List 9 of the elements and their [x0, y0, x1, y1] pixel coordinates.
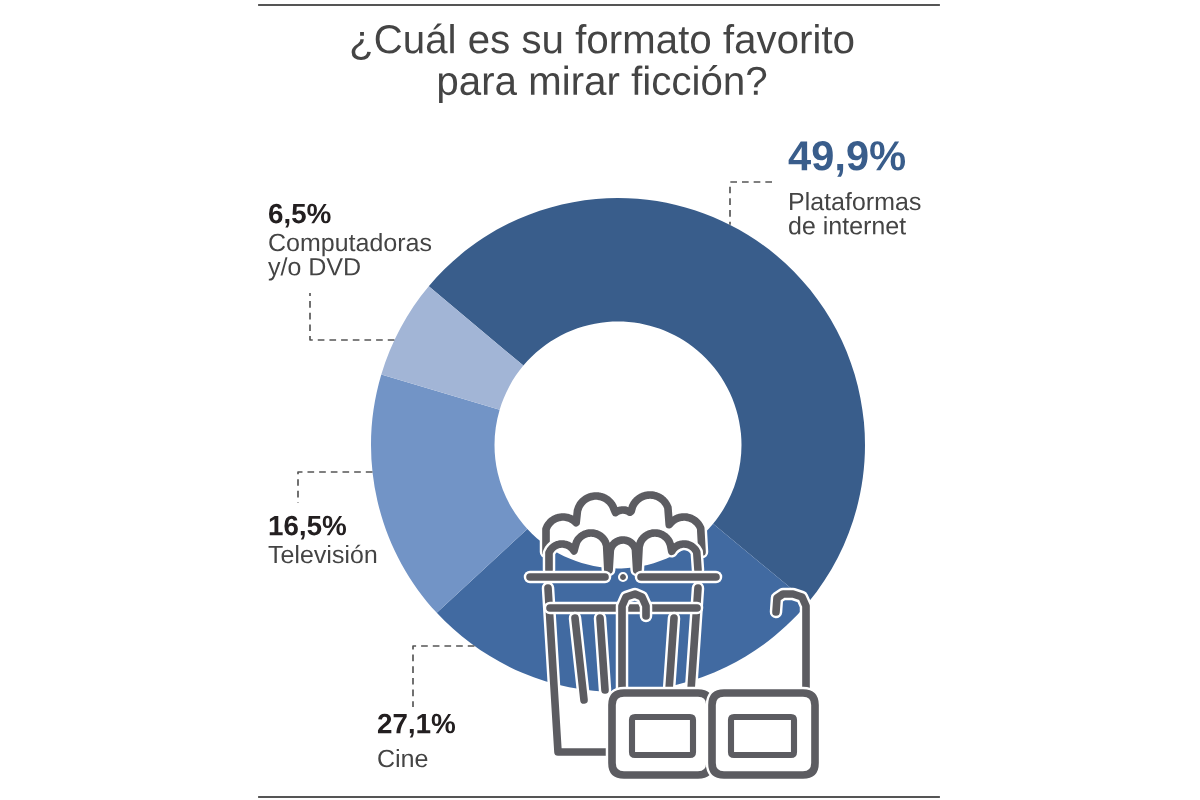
data-label: 6,5% — [269, 203, 331, 228]
data-label: 16,5% — [269, 515, 347, 540]
slice-label: Cine — [378, 749, 428, 768]
data-label: 27,1% — [377, 713, 456, 738]
data-label: 49,9% — [788, 141, 906, 177]
slice-label: Computadoras y/o DVD — [268, 233, 432, 281]
slice-label: Televisión — [268, 544, 377, 564]
slice-label: Plataformas de internet — [789, 192, 921, 235]
chart-title: ¿Cuál es su formato favorito para mirar ficción? — [351, 23, 854, 104]
